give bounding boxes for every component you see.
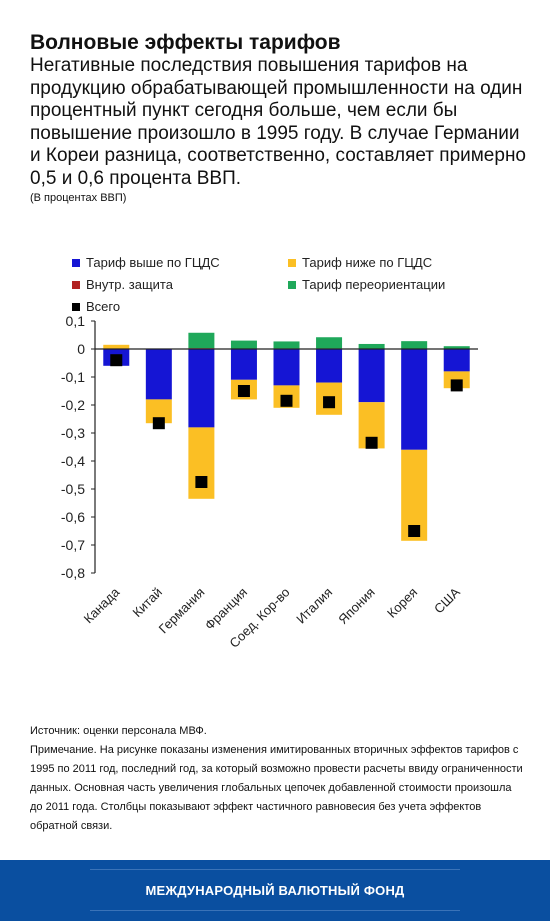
bar-0-series-1	[103, 344, 130, 349]
legend-swatch-0	[72, 259, 80, 267]
total-marker-4	[280, 394, 293, 407]
total-marker-1	[152, 417, 165, 430]
total-marker-0	[110, 354, 123, 367]
footnote: Источник: оценки персонала МВФ. Примечан…	[30, 722, 525, 836]
bar-2-series-0	[188, 349, 215, 428]
bar-7-series-3	[401, 341, 428, 349]
x-tick-label-6: Япония	[335, 585, 378, 628]
footer-frame: МЕЖДУНАРОДНЫЙ ВАЛЮТНЫЙ ФОНД	[90, 869, 460, 911]
bar-6-series-0	[358, 349, 385, 403]
y-tick-label-5: -0,4	[61, 453, 85, 469]
bars	[103, 332, 470, 541]
legend-swatch-total	[72, 303, 80, 311]
bar-2-series-3	[188, 332, 215, 349]
x-tick-label-0: Канада	[81, 584, 123, 626]
bar-4-series-0	[273, 349, 300, 386]
y-tick-label-4: -0,3	[61, 425, 85, 441]
y-tick-label-8: -0,7	[61, 537, 85, 553]
total-marker-5	[323, 396, 336, 409]
bar-8-series-3	[443, 346, 470, 349]
legend-label-2: Внутр. защита	[86, 277, 174, 292]
source-text: Источник: оценки персонала МВФ.	[30, 725, 207, 737]
bar-6-series-3	[358, 343, 385, 349]
x-tick-label-2: Германия	[156, 585, 208, 637]
total-marker-7	[408, 525, 421, 537]
x-tick-label-5: Италия	[293, 585, 335, 627]
y-tick-label-3: -0,2	[61, 397, 85, 413]
bar-1-series-1	[145, 399, 172, 424]
total-marker-2	[195, 476, 208, 488]
y-tick-label-9: -0,8	[61, 565, 85, 581]
legend-label-1: Тариф ниже по ГЦДС	[302, 255, 432, 270]
y-tick-label-6: -0,5	[61, 481, 85, 497]
total-marker-8	[450, 379, 463, 392]
x-tick-label-7: Корея	[384, 585, 420, 621]
x-tick-label-8: США	[431, 584, 463, 616]
y-axis: 0,1 0 -0,1 -0,2 -0,3 -0,4 -0,5 -0,6 -0,7 -0,8	[61, 313, 96, 581]
legend-label-3: Тариф переориентации	[302, 277, 445, 292]
bar-3-series-0	[230, 349, 257, 380]
y-tick-label-1: 0	[77, 341, 85, 357]
bar-5-series-0	[316, 349, 343, 383]
bar-5-series-3	[316, 337, 343, 349]
bar-4-series-3	[273, 341, 300, 349]
y-tick-label-2: -0,1	[61, 369, 85, 385]
legend-swatch-2	[72, 281, 80, 289]
legend-label-total: Всего	[86, 299, 120, 314]
total-markers	[110, 354, 463, 537]
footer-bar: МЕЖДУНАРОДНЫЙ ВАЛЮТНЫЙ ФОНД	[0, 860, 550, 921]
bar-8-series-0	[443, 349, 470, 372]
total-marker-3	[237, 385, 250, 397]
legend: Тариф выше по ГЦДС Тариф ниже по ГЦДС Внут…	[72, 255, 445, 314]
y-tick-label-0: 0,1	[66, 313, 86, 329]
legend-swatch-3	[288, 281, 296, 289]
bar-1-series-0	[145, 349, 172, 400]
x-tick-label-1: Китай	[129, 585, 164, 620]
bar-3-series-3	[230, 340, 257, 349]
total-marker-6	[365, 436, 378, 449]
chart-subtitle: Негативные последствия повышения тарифов…	[30, 55, 527, 189]
chart-title: Волновые эффекты тарифов	[30, 31, 341, 54]
org-name: МЕЖДУНАРОДНЫЙ ВАЛЮТНЫЙ ФОНД	[145, 882, 405, 898]
y-tick-label-7: -0,6	[61, 509, 85, 525]
bar-7-series-0	[401, 349, 428, 450]
bar-2-series-1	[188, 427, 215, 499]
note-text: Примечание. На рисунке показаны изменени…	[30, 744, 523, 832]
tariff-chart: Тариф выше по ГЦДС Тариф ниже по ГЦДС Внут…	[61, 255, 478, 651]
units-label: (В процентах ВВП)	[30, 192, 127, 204]
legend-swatch-1	[288, 259, 296, 267]
legend-label-0: Тариф выше по ГЦДС	[86, 255, 220, 270]
